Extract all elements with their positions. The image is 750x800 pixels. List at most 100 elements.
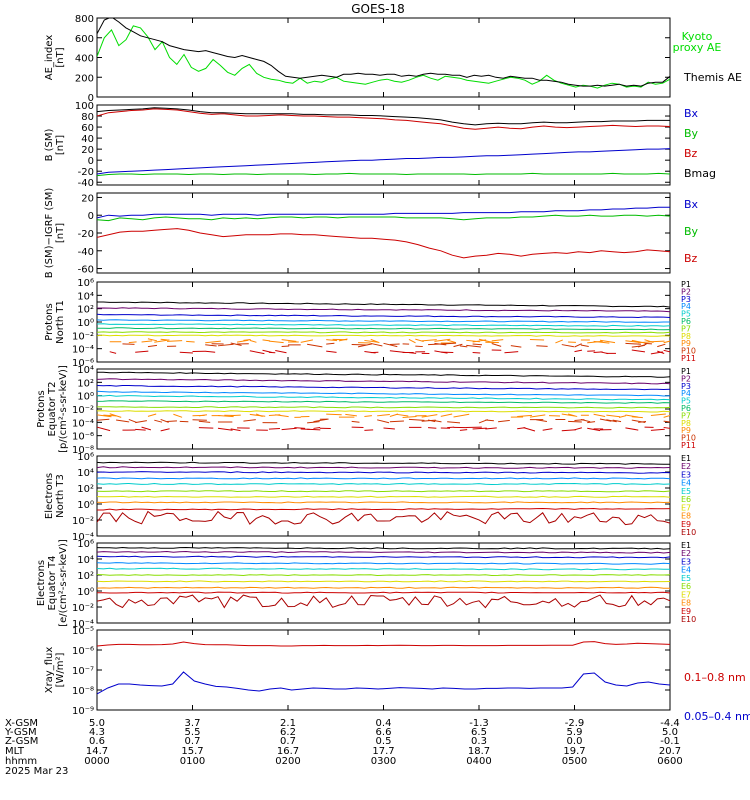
y-tick-label: 10⁻⁴ [72, 532, 94, 543]
series-segment-p9 [109, 413, 122, 418]
series-line-bz [97, 108, 670, 130]
series-segment-p9 [421, 414, 438, 418]
series-segment-p10 [135, 420, 147, 424]
series-group [97, 461, 670, 526]
series-line-e5 [97, 482, 670, 486]
series-segment-p9 [147, 413, 157, 417]
series-segment-p11 [663, 349, 670, 353]
series-segment-p9 [377, 414, 390, 417]
series-line-e1 [97, 461, 670, 465]
series-line-e7 [97, 495, 670, 498]
panel-frame [96, 542, 671, 624]
x-tick-value: 0000 [84, 756, 109, 767]
y-tick-label: 80 [81, 112, 94, 123]
series-line-e3 [97, 555, 670, 559]
series-segment-p9 [173, 413, 183, 418]
date-label: 2025 Mar 23 [5, 766, 68, 777]
panel-frame [96, 192, 671, 274]
legend-entry: E9 [681, 520, 691, 529]
series-group [97, 546, 670, 609]
y-axis-label-line: [nT] [55, 223, 66, 243]
legend-entry: P9 [681, 426, 691, 435]
series-segment-p10 [326, 342, 335, 345]
y-tick-label: 10⁶ [77, 278, 94, 289]
series-segment-p11 [109, 351, 117, 354]
series-segment-p10 [459, 345, 468, 348]
series-line-p3 [97, 313, 670, 319]
series-segment-p9 [650, 340, 665, 343]
series-segment-p9 [217, 414, 234, 418]
series-line-p4 [97, 390, 670, 397]
series-segment-p10 [370, 342, 383, 347]
legend-entry: P2 [681, 287, 691, 296]
x-tick-value: 0600 [657, 756, 682, 767]
x-row-label: Y-GSM [4, 727, 37, 738]
series-segment-p9 [243, 339, 251, 341]
series-segment-p10 [434, 342, 447, 346]
series-segment-p9 [517, 414, 533, 417]
series-segment-p9 [529, 414, 546, 418]
series-segment-p11 [523, 427, 536, 432]
series-line-by [97, 214, 670, 222]
y-axis-label-line: Electrons [44, 473, 55, 519]
legend-entry: E2 [681, 549, 691, 558]
series-segment-p10 [128, 418, 138, 424]
legend-entry: P3 [681, 382, 691, 391]
series-segment-p10 [217, 343, 234, 347]
series-segment-p9 [275, 414, 289, 418]
y-axis-label-line: B (SM)−IGRF (SM) [44, 188, 55, 279]
y-tick-label: -60 [78, 265, 94, 276]
x-tick-value: -1.3 [469, 718, 489, 729]
series-line-e3 [97, 471, 670, 474]
y-axis-label-line: AE_index [44, 35, 55, 81]
series-segment-p9 [491, 339, 504, 342]
series-segment-p9 [434, 338, 451, 342]
series-segment-p11 [663, 426, 670, 429]
series-segment-p10 [198, 420, 211, 423]
y-tick-label: 10⁻² [72, 516, 94, 527]
series-segment-p10 [587, 421, 596, 424]
y-tick-label: 10⁻⁹ [72, 706, 94, 717]
series-segment-p9 [593, 340, 610, 344]
series-group [97, 206, 670, 259]
y-tick-label: 10⁶ [77, 452, 94, 463]
y-tick-label: 10⁻⁶ [72, 646, 94, 657]
series-segment-p10 [663, 420, 670, 423]
y-tick-label: 10⁻⁴ [72, 619, 94, 630]
legend-entry: E6 [681, 495, 691, 504]
y-axis-label-line: [nT] [55, 135, 66, 155]
series-segment-p9 [255, 413, 263, 418]
series-line-p7 [97, 331, 670, 334]
series-line-p3 [97, 384, 670, 391]
y-axis-label-line: Equator T2 [47, 382, 58, 437]
series-line-e5 [97, 567, 670, 571]
series-line-e9 [97, 507, 670, 511]
legend-entry: P9 [681, 339, 691, 348]
y-axis-label: B (SM) [nT] [44, 128, 66, 161]
series-segment-p11 [294, 427, 306, 429]
series-segment-p9 [236, 339, 249, 343]
y-tick-label: 10⁻² [72, 331, 94, 342]
series-segment-p9 [625, 340, 639, 343]
series-segment-p11 [97, 426, 111, 432]
series-segment-p10 [536, 345, 548, 347]
series-segment-p9 [281, 339, 297, 342]
series-segment-p11 [631, 349, 646, 353]
y-tick-label: 10⁻⁵ [72, 626, 94, 637]
series-segment-p10 [408, 418, 425, 421]
series-segment-p10 [625, 342, 641, 345]
y-tick-label: 60 [81, 123, 94, 134]
y-tick-label: 10⁴ [77, 555, 94, 566]
x-row-label: X-GSM [5, 718, 38, 729]
legend-entry: P2 [681, 374, 691, 383]
series-group [97, 107, 670, 177]
legend-entry: Bx [684, 198, 699, 211]
x-tick-value: 5.0 [89, 718, 105, 729]
series-segment-p11 [408, 352, 417, 354]
series-segment-p11 [160, 428, 170, 432]
legend-entry: P10 [681, 347, 696, 356]
